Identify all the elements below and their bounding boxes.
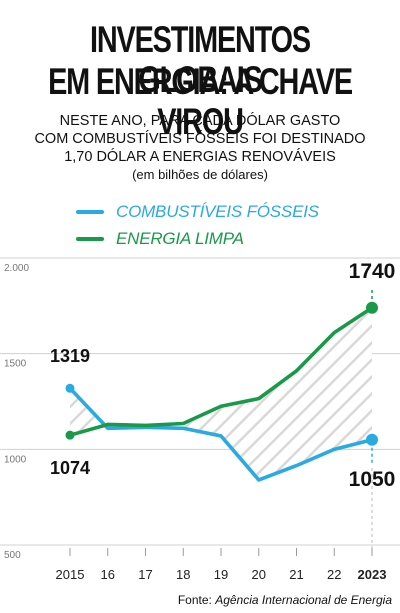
- x-tick-label-17: 17: [138, 567, 152, 582]
- x-tick-label-18: 18: [176, 567, 190, 582]
- x-tick-label-19: 19: [214, 567, 228, 582]
- data-label-1074: 1074: [50, 458, 90, 478]
- y-tick-label-2000: 2.000: [4, 263, 29, 274]
- legend-label-clean: ENERGIA LIMPA: [116, 229, 244, 248]
- data-label-1319: 1319: [50, 346, 90, 366]
- legend-label-fossil: COMBUSTÍVEIS FÓSSEIS: [116, 202, 319, 221]
- point-clean-2015: [65, 430, 75, 440]
- subtitle-line2: COM COMBUSTÍVEIS FÓSSEIS FOI DESTINADO: [34, 131, 366, 147]
- x-tick-label-22: 22: [327, 567, 341, 582]
- chart-title-line2: EM ENERGIA: A CHAVE VIROU: [48, 61, 353, 142]
- data-label-1050: 1050: [349, 468, 396, 491]
- x-tick-label-21: 21: [289, 567, 303, 582]
- y-tick-label-1000: 1000: [4, 454, 27, 465]
- subtitle-line1: NESTE ANO, PARA CADA DÓLAR GASTO: [59, 113, 341, 129]
- chart-title-line1: INVESTIMENTOS GLOBAIS: [90, 19, 311, 100]
- point-fossil-2015: [65, 383, 75, 393]
- legend-item-clean: ENERGIA LIMPA: [76, 228, 244, 250]
- x-tick-label-20: 20: [252, 567, 266, 582]
- source-name: Agência Internacional de Energia: [215, 593, 392, 607]
- source-note: Fonte: Agência Internacional de Energia: [178, 593, 392, 607]
- x-tick-label-2015: 2015: [56, 567, 85, 582]
- source-prefix: Fonte:: [177, 593, 216, 607]
- x-tick-label-2023: 2023: [358, 567, 387, 582]
- y-tick-label-1500: 1500: [4, 359, 27, 370]
- subtitle-line3: 1,70 DÓLAR A ENERGIAS RENOVÁVEIS: [64, 149, 336, 165]
- legend-swatch-fossil: [76, 210, 104, 214]
- y-tick-label-500: 500: [4, 550, 21, 561]
- legend-item-fossil: COMBUSTÍVEIS FÓSSEIS: [76, 201, 319, 223]
- series-line-clean: [68, 305, 374, 437]
- x-tick-label-16: 16: [101, 567, 115, 582]
- data-label-1740: 1740: [349, 260, 396, 283]
- legend-swatch-clean: [76, 237, 104, 241]
- unit-note: (em bilhões de dólares): [132, 167, 268, 182]
- point-clean-2023: [366, 301, 378, 314]
- series-line-fossil: [68, 386, 374, 482]
- point-fossil-2023: [366, 433, 378, 446]
- area-between-series: [70, 307, 372, 480]
